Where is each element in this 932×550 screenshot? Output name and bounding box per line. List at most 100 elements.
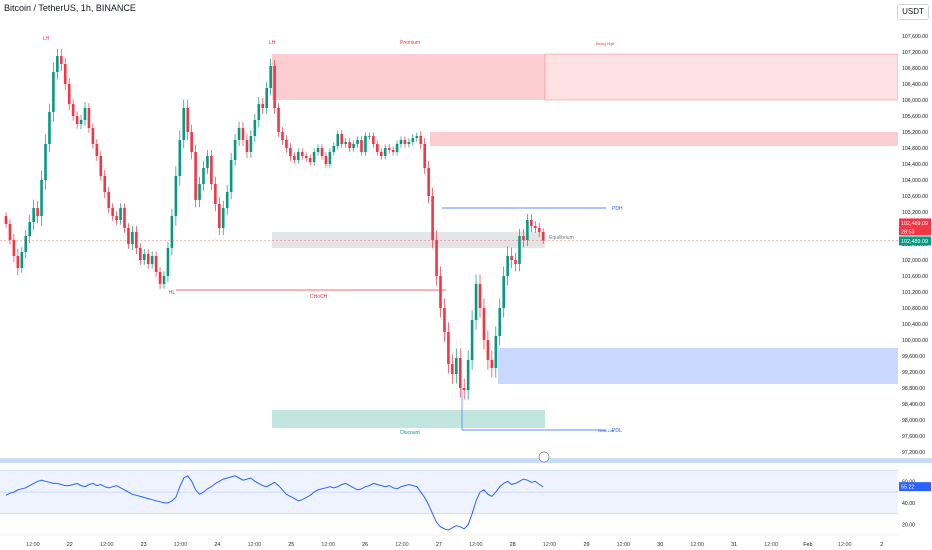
candle-body xyxy=(526,220,529,240)
rsi-tick-label: 20.00 xyxy=(902,523,915,529)
candle-body xyxy=(293,156,296,160)
candle-body xyxy=(304,156,308,158)
candle-body xyxy=(233,140,237,160)
time-tick-label: 12:00 xyxy=(100,542,114,548)
time-tick-label: 12:00 xyxy=(543,542,557,548)
candle-body xyxy=(56,56,59,72)
candle-body xyxy=(4,216,8,224)
price-tick-label: 99,200.00 xyxy=(902,370,925,376)
price-tick-label: 97,600.00 xyxy=(902,434,925,440)
rsi-value-badge-text: 55.22 xyxy=(901,485,915,491)
candle-body xyxy=(395,144,399,152)
candle-body xyxy=(75,116,79,124)
candle-body xyxy=(131,232,134,244)
candle-body xyxy=(150,256,154,264)
candle-body xyxy=(403,140,407,144)
chart-title: Bitcoin / TetherUS, 1h, BINANCE xyxy=(4,3,136,13)
candle-body xyxy=(407,142,411,144)
candle-body xyxy=(435,240,438,276)
candle-body xyxy=(289,148,292,156)
time-tick-label: 28 xyxy=(510,542,516,548)
price-tick-label: 98,000.00 xyxy=(902,418,925,424)
level-label: CHoCH xyxy=(310,294,328,300)
candle-body xyxy=(265,88,268,108)
candle-body xyxy=(91,128,95,144)
time-tick-label: 12:00 xyxy=(690,542,704,548)
candle-body xyxy=(186,108,189,132)
annotation-label: Weak Low xyxy=(598,429,615,433)
candle-body xyxy=(427,168,430,196)
level-label: PDL xyxy=(612,428,622,434)
countdown-badge xyxy=(899,227,931,236)
candle-body xyxy=(474,284,478,320)
zone-label-equilibrium: Equilibrium xyxy=(549,235,574,241)
candle-body xyxy=(285,140,288,148)
candle-body xyxy=(52,72,55,112)
currency-selector[interactable]: USDT xyxy=(897,4,929,20)
candle-body xyxy=(123,208,126,228)
countdown-badge-text: 28:53 xyxy=(901,229,915,235)
candle-body xyxy=(214,184,217,204)
candle-body xyxy=(399,140,403,144)
time-tick-label: 2 xyxy=(880,542,883,548)
candle-body xyxy=(514,260,517,264)
candle-body xyxy=(431,196,434,240)
candle-body xyxy=(502,276,505,308)
candle-body xyxy=(139,248,142,260)
candle-body xyxy=(277,108,280,132)
candle-body xyxy=(221,208,225,228)
candle-body xyxy=(16,256,20,268)
candle-body xyxy=(336,134,340,146)
candle-body xyxy=(462,388,466,390)
candle-body xyxy=(534,226,537,228)
candle-body xyxy=(447,332,450,364)
candle-body xyxy=(364,136,367,152)
candle-body xyxy=(328,152,332,164)
time-tick-label: 12:00 xyxy=(764,542,778,548)
candle-body xyxy=(158,272,162,284)
candle-body xyxy=(24,236,28,252)
candle-body xyxy=(415,136,419,138)
candle-body xyxy=(522,236,525,240)
candle-body xyxy=(360,140,363,152)
rsi-line xyxy=(5,475,544,531)
candle-body xyxy=(455,358,458,374)
candle-body xyxy=(466,360,470,390)
pane-separator-axis xyxy=(898,458,932,463)
pane-separator xyxy=(0,458,898,463)
price-tick-label: 100,000.00 xyxy=(902,338,928,344)
zone-box xyxy=(272,54,545,100)
candle-body xyxy=(478,284,482,308)
candle-body xyxy=(344,142,347,144)
annotation-label: Strong High xyxy=(596,42,615,46)
price-tick-label: 101,600.00 xyxy=(902,274,928,280)
candle-body xyxy=(530,220,533,226)
candle-body xyxy=(348,142,351,148)
candle-body xyxy=(229,160,233,192)
candle-body xyxy=(498,308,502,336)
candle-body xyxy=(8,224,12,240)
candle-body xyxy=(174,176,178,216)
candle-body xyxy=(261,104,265,108)
price-tick-label: 107,200.00 xyxy=(902,50,928,56)
candle-body xyxy=(451,364,454,374)
rsi-tick-label: 40.00 xyxy=(902,501,915,507)
candle-body xyxy=(194,152,197,200)
candle-body xyxy=(391,150,395,152)
candle-body xyxy=(269,66,272,88)
candle-body xyxy=(387,148,391,150)
goto-realtime-icon[interactable] xyxy=(538,451,550,463)
candle-body xyxy=(352,144,355,148)
candle-body xyxy=(206,156,209,168)
candle-body xyxy=(281,132,284,140)
candle-body xyxy=(44,144,47,180)
price-tick-label: 104,800.00 xyxy=(902,146,928,152)
candle-body xyxy=(423,144,426,168)
candle-body xyxy=(127,228,130,244)
zone-extension xyxy=(544,53,899,101)
candle-body xyxy=(79,120,83,124)
time-tick-label: 12:00 xyxy=(174,542,188,548)
candle-body xyxy=(190,132,193,152)
candle-body xyxy=(241,128,245,140)
